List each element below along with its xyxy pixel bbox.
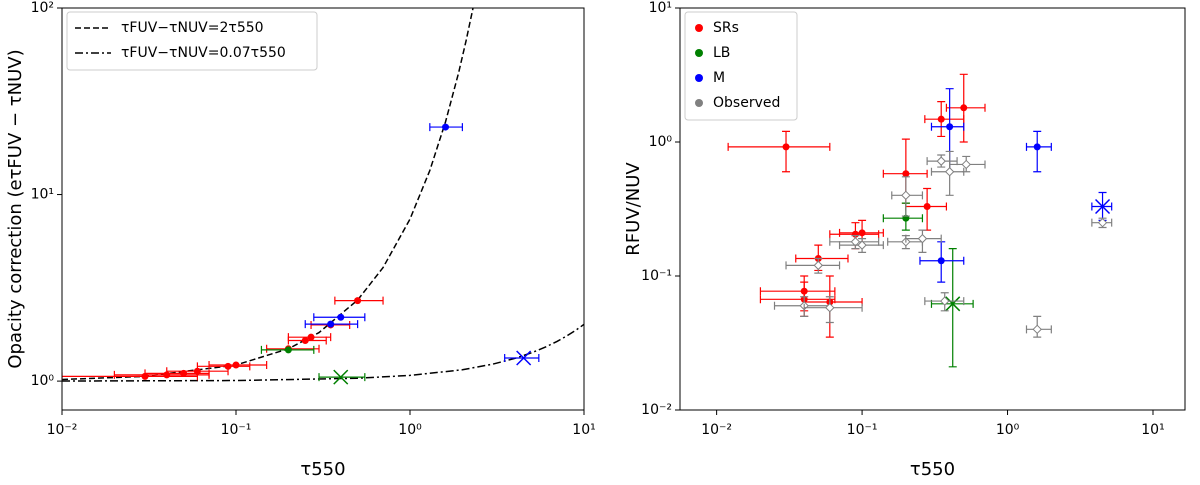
marker-circle — [232, 361, 240, 369]
marker-diamond — [944, 167, 955, 177]
marker-diamond — [917, 233, 928, 244]
legend-swatch — [695, 49, 703, 57]
y-tick-label: 10⁰ — [31, 373, 55, 389]
panel: 10⁻² 10⁻¹ 10⁰ 10¹ 10⁻² 10⁻¹ 10⁰ 10¹ τ550 RFUV/NUV… — [623, 0, 1186, 480]
x-tick-label: 10⁻¹ — [221, 422, 252, 438]
marker-diamond — [857, 240, 867, 250]
x-tick-label: 10¹ — [572, 422, 595, 438]
marker-diamond — [1032, 324, 1042, 335]
marker-diamond — [1097, 217, 1108, 228]
y-tick-label: 10¹ — [31, 187, 54, 203]
axes-frame — [61, 7, 585, 411]
marker-circle — [923, 203, 931, 211]
marker-circle — [782, 143, 790, 151]
marker-circle — [284, 346, 292, 354]
x-tick-label: 10⁻² — [701, 422, 732, 438]
legend-box — [684, 11, 798, 121]
marker-diamond — [825, 302, 835, 313]
marker-circle — [937, 257, 945, 265]
y-error-bar — [948, 248, 957, 368]
x-error-bar — [266, 344, 320, 353]
y-error-bar — [782, 130, 791, 173]
plot-area — [62, 8, 584, 385]
marker-circle — [307, 333, 315, 341]
legend-label: LB — [713, 45, 730, 61]
y-axis-label: Opacity correction (eτFUV − τNUV) — [5, 49, 26, 368]
x-error-bar — [504, 353, 540, 362]
panel: 10⁻² 10⁻¹ 10⁰ 10¹ 10⁰ 10¹ 10² τ550 Opacity corre… — [5, 0, 596, 480]
y-axis-label: RFUV/NUV — [623, 162, 644, 256]
marker-circle — [193, 367, 201, 375]
y-tick-label: 10¹ — [649, 0, 672, 16]
marker-circle — [937, 115, 945, 123]
marker-circle — [1033, 143, 1041, 151]
marker-x — [516, 350, 532, 366]
y-tick-label: 10⁰ — [649, 134, 673, 150]
x-tick-label: 10¹ — [1141, 422, 1164, 438]
x-tick-label: 10⁻² — [47, 422, 78, 438]
marker-diamond — [901, 190, 911, 201]
x-error-bar — [318, 373, 366, 382]
x-error-bar — [759, 287, 836, 296]
marker-diamond — [850, 237, 861, 247]
legend-box — [66, 11, 318, 71]
marker-diamond — [936, 156, 946, 166]
x-error-bar — [727, 142, 831, 151]
marker-circle — [354, 297, 362, 305]
x-tick-label: 10⁰ — [996, 422, 1020, 438]
y-tick-label: 10² — [31, 0, 54, 16]
x-tick-label: 10⁻¹ — [847, 422, 878, 438]
marker-circle — [858, 229, 866, 237]
legend-swatch — [695, 24, 703, 32]
legend-label: M — [713, 70, 725, 86]
marker-circle — [946, 123, 954, 131]
marker-circle — [327, 320, 335, 328]
marker-diamond — [961, 159, 971, 170]
marker-circle — [337, 313, 345, 321]
y-error-bar — [1033, 130, 1042, 173]
y-tick-label: 10⁻¹ — [641, 268, 672, 284]
marker-x — [1095, 198, 1111, 215]
marker-diamond — [940, 296, 950, 306]
legend-label: SRs — [713, 20, 739, 36]
y-tick-label: 10⁻² — [641, 402, 672, 418]
legend-swatch — [695, 74, 703, 82]
x-error-bar — [785, 261, 841, 270]
marker-diamond — [813, 260, 824, 271]
marker-x — [945, 296, 961, 312]
marker-circle — [442, 123, 450, 131]
legend-label: Observed — [713, 95, 780, 111]
legend-swatch — [695, 99, 703, 107]
legend-label: τFUV−τNUV=2τ550 — [121, 20, 264, 36]
x-axis-label: τ550 — [300, 459, 345, 480]
axes-frame — [679, 7, 1186, 411]
legend-label: τFUV−τNUV=0.07τ550 — [121, 45, 286, 61]
marker-circle — [301, 337, 309, 345]
x-tick-label: 10⁰ — [398, 422, 422, 438]
marker-x — [333, 369, 349, 385]
x-error-bar — [196, 362, 251, 371]
marker-circle — [902, 170, 910, 178]
marker-circle — [960, 104, 968, 112]
x-axis-label: τ550 — [910, 459, 955, 480]
plot-area — [727, 73, 1113, 368]
marker-circle — [224, 362, 232, 370]
